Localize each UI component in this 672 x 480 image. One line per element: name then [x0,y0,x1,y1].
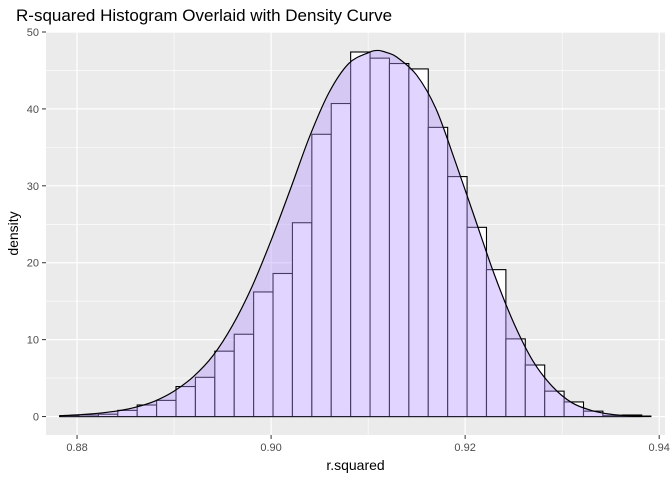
density-curve-line [59,49,652,417]
y-tick-label: 30 [27,181,39,193]
density-curve-area [59,50,652,417]
y-tick-label: 40 [27,104,39,116]
x-tick-label: 0.90 [260,442,281,454]
chart-title: R-squared Histogram Overlaid with Densit… [16,6,392,25]
histogram-bars [59,51,652,418]
x-axis: 0.88 0.90 0.92 0.94 [66,435,670,454]
y-axis-title: density [5,211,21,255]
x-tick-label: 0.92 [454,442,475,454]
x-axis-title: r.squared [326,457,384,473]
y-tick-label: 50 [27,27,39,39]
y-tick-label: 0 [33,412,39,424]
y-tick-label: 10 [27,335,39,347]
x-tick-label: 0.94 [648,442,669,454]
x-tick-label: 0.88 [66,442,87,454]
y-tick-label: 20 [27,258,39,270]
y-axis: 0 10 20 30 40 50 [27,27,46,424]
